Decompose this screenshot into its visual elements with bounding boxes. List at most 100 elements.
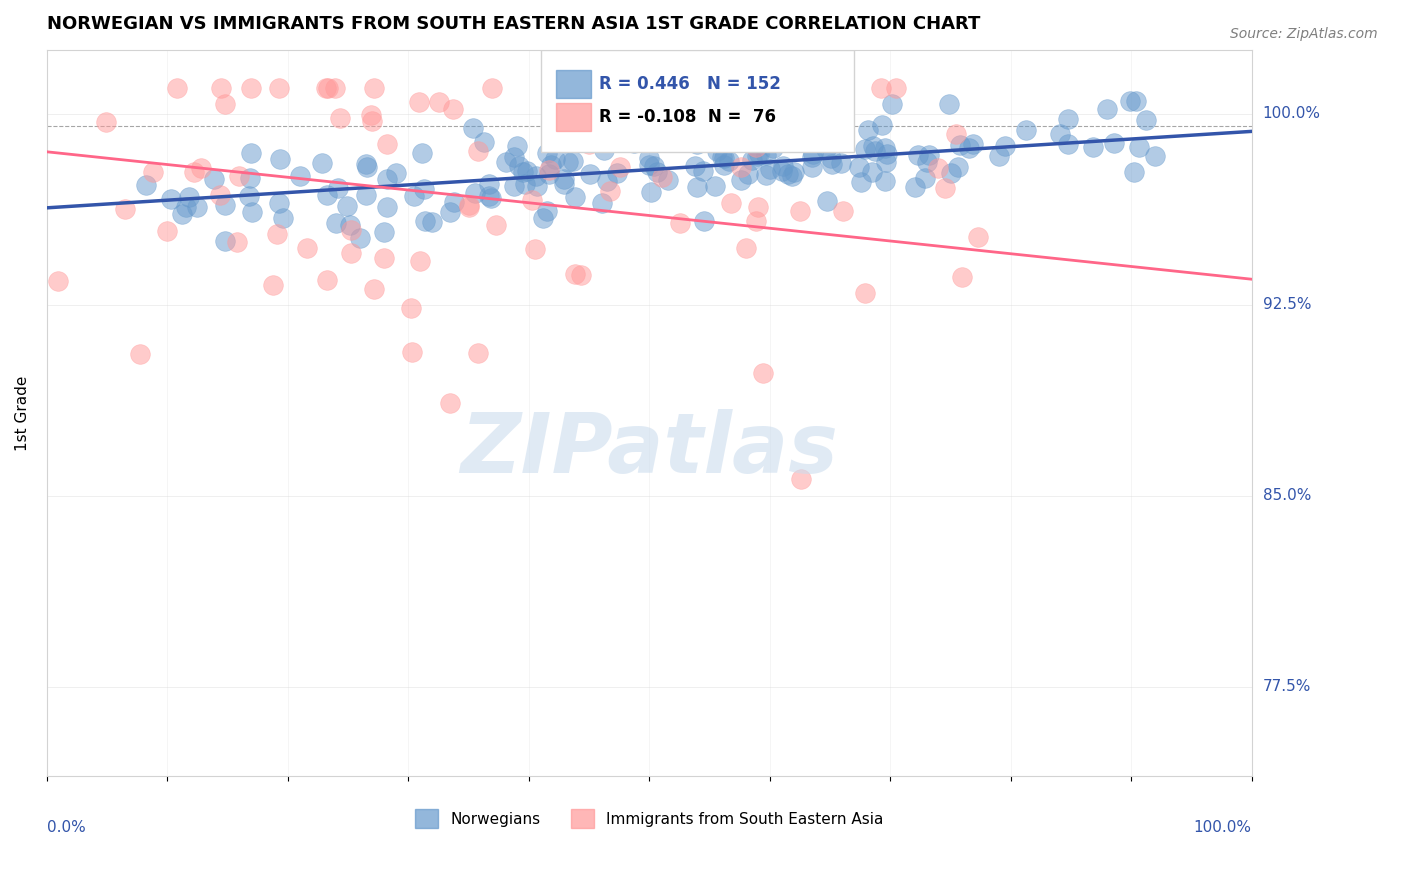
Point [467,144,489,158]
Point [208,187,231,202]
Point [876,147,898,161]
Point [669,216,692,230]
Point [564,267,586,281]
Point [851,175,873,189]
Point [578,167,600,181]
Point [536,146,558,161]
Point [228,169,250,184]
Point [692,164,714,178]
Point [744,121,766,136]
Point [865,144,887,158]
Point [356,160,378,174]
Point [934,181,956,195]
Point [214,198,236,212]
Point [441,102,464,116]
Point [950,270,973,285]
Point [638,157,661,171]
Point [756,125,779,139]
Point [1119,94,1142,108]
Point [703,178,725,193]
Point [375,200,398,214]
Legend: Norwegians, Immigrants from South Eastern Asia: Norwegians, Immigrants from South Easter… [409,803,890,834]
Point [914,171,936,186]
Point [531,211,554,225]
Point [142,165,165,179]
Text: 100.0%: 100.0% [1263,106,1320,121]
Point [730,173,752,187]
Point [606,166,628,180]
Point [578,136,600,151]
Point [240,205,263,219]
Point [657,173,679,187]
Point [411,146,433,161]
Point [609,133,631,147]
Point [745,139,768,153]
Point [262,277,284,292]
Point [557,154,579,169]
Point [239,171,262,186]
Point [927,161,949,176]
Point [994,138,1017,153]
Point [515,177,537,191]
Point [814,142,837,156]
Point [1081,140,1104,154]
Point [478,188,501,202]
Point [856,123,879,137]
Point [325,216,347,230]
Point [735,241,758,255]
Point [875,141,897,155]
Point [356,187,378,202]
Point [336,199,359,213]
Point [862,138,884,153]
Point [316,273,339,287]
Point [375,137,398,152]
Text: ZIPatlas: ZIPatlas [460,409,838,490]
Point [114,202,136,217]
Point [202,172,225,186]
Point [1102,136,1125,151]
Text: 92.5%: 92.5% [1263,297,1312,312]
Point [190,161,212,176]
Point [1057,112,1080,126]
Point [135,178,157,192]
Point [297,241,319,255]
Point [790,472,813,486]
Point [609,160,631,174]
Point [538,167,561,181]
Point [599,184,621,198]
Point [166,81,188,95]
Point [94,115,117,129]
Point [884,81,907,95]
Point [801,146,824,161]
Point [683,159,706,173]
Point [269,152,291,166]
Point [596,174,619,188]
Point [315,81,337,95]
Point [713,151,735,165]
Point [323,81,346,95]
Point [399,301,422,316]
Point [329,111,352,125]
Point [458,200,481,214]
Point [512,165,534,179]
Point [747,149,769,163]
Point [373,225,395,239]
Point [214,97,236,112]
Point [340,246,363,260]
Text: 0.0%: 0.0% [46,820,86,835]
Point [1128,140,1150,154]
Point [503,178,526,193]
Point [651,169,673,184]
Point [815,194,838,208]
Point [409,253,432,268]
Point [640,186,662,200]
Point [226,235,249,250]
Point [363,81,385,95]
Point [1049,127,1071,141]
Point [962,137,984,152]
Point [569,268,592,282]
Point [520,194,543,208]
Point [461,121,484,136]
Point [266,227,288,242]
Point [316,81,339,95]
